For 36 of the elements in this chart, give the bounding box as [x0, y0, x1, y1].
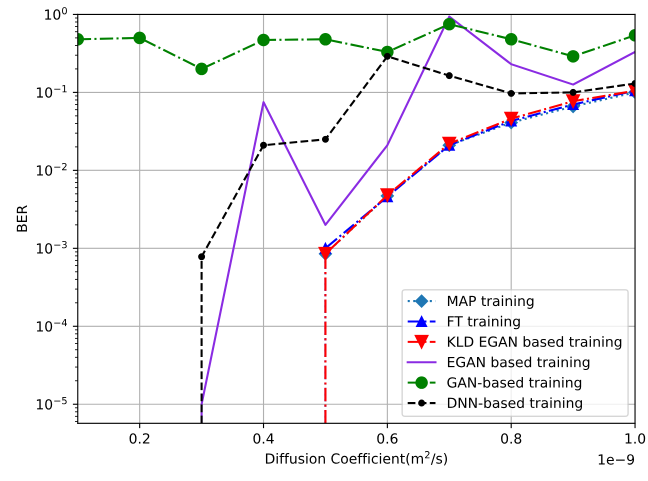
x-tick-label: 0.8 — [501, 433, 522, 444]
text: 1e−9 — [598, 454, 634, 465]
point — [384, 52, 391, 60]
legend-label: GAN-based training — [447, 376, 582, 390]
point — [260, 142, 267, 149]
y-tick-label: 10$^{−3}$ — [36, 240, 67, 254]
y-axis-title: BER — [16, 205, 27, 232]
y-tick-label: 10$^{0}$ — [45, 7, 67, 20]
point — [508, 90, 515, 97]
point — [322, 136, 329, 143]
legend-label: DNN-based training — [448, 397, 582, 411]
x-tick-label: 0.2 — [130, 433, 150, 444]
point — [133, 32, 146, 44]
point — [195, 62, 208, 76]
y-tick-label: 10$^{−4}$ — [36, 319, 67, 332]
x-axis-title: Diffusion Coefficient(m$^{2}$/s) — [266, 451, 447, 466]
y-tick-label: 10$^{−1}$ — [36, 85, 67, 98]
legend-label: EGAN based training — [448, 356, 590, 370]
point — [566, 50, 580, 63]
point — [319, 33, 332, 46]
y-tick-label: 10$^{−5}$ — [36, 397, 67, 410]
point — [443, 18, 456, 30]
legend-label: FT training — [448, 316, 520, 330]
x-tick-label: 0.4 — [253, 433, 274, 444]
point — [566, 94, 580, 108]
legend-label: KLD EGAN based training — [448, 336, 622, 350]
point — [198, 253, 206, 260]
point — [504, 112, 518, 126]
legend-label: MAP training — [448, 295, 534, 309]
point — [446, 72, 453, 80]
point — [570, 88, 577, 96]
y-tick-label: 10$^{−2}$ — [36, 162, 67, 176]
x-tick-label: 1.0 — [626, 433, 646, 444]
x-tick-label: 0.6 — [377, 433, 398, 444]
point — [504, 33, 518, 46]
point — [257, 34, 270, 46]
